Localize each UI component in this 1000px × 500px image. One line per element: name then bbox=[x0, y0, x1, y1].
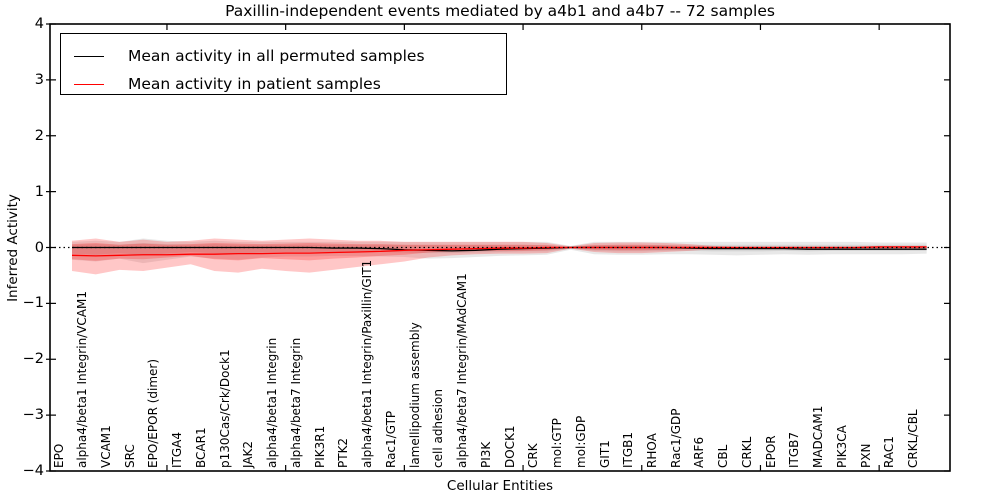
x-tick-label: CBL bbox=[716, 444, 731, 468]
x-tick-label: BCAR1 bbox=[193, 427, 208, 468]
x-tick-label: alpha4/beta1 Integrin/Paxillin/GIT1 bbox=[360, 259, 375, 468]
y-tick-label: 3 bbox=[34, 71, 44, 88]
legend-item-permuted: Mean activity in all permuted samples bbox=[61, 43, 506, 71]
x-tick-label: RAC1 bbox=[882, 436, 897, 468]
x-tick-label: Rac1/GDP bbox=[668, 408, 683, 468]
x-tick-label: ITGA4 bbox=[170, 431, 185, 468]
y-tick-label: 1 bbox=[34, 183, 44, 200]
x-tick-label: alpha4/beta1 Integrin bbox=[265, 337, 280, 468]
x-tick-label: Rac1/GTP bbox=[383, 410, 398, 468]
series-line-mean-activity-in-all-permuted-samples bbox=[72, 246, 927, 252]
x-tick-label: CRK bbox=[526, 443, 541, 468]
legend-item-patient: Mean activity in patient samples bbox=[61, 71, 506, 99]
chart-title: Paxillin-independent events mediated by … bbox=[225, 2, 775, 20]
x-tick-label: VCAM1 bbox=[98, 425, 113, 468]
legend-line-swatch-black bbox=[74, 56, 104, 57]
x-tick-label: lamellipodium assembly bbox=[407, 322, 422, 468]
y-tick-label: 2 bbox=[34, 127, 44, 144]
y-tick-label: −1 bbox=[22, 295, 44, 312]
x-tick-label: EPO bbox=[51, 443, 66, 468]
legend-label: Mean activity in patient samples bbox=[128, 75, 381, 93]
legend: Mean activity in all permuted samples Me… bbox=[60, 33, 507, 95]
x-tick-label: ITGB1 bbox=[621, 431, 636, 468]
x-tick-label: PXN bbox=[858, 443, 873, 468]
y-tick-label: −3 bbox=[22, 407, 44, 424]
x-tick-label: JAK2 bbox=[241, 440, 256, 468]
x-tick-label: mol:GDP bbox=[573, 415, 588, 468]
x-tick-label: CRKL bbox=[739, 436, 754, 468]
x-tick-label: alpha4/beta7 Integrin/MAdCAM1 bbox=[455, 273, 470, 468]
x-tick-label: mol:GTP bbox=[550, 418, 565, 468]
x-tick-label: ARF6 bbox=[692, 436, 707, 468]
x-tick-label: PTK2 bbox=[336, 437, 351, 468]
band-permuted-samples-range-outer bbox=[72, 238, 927, 264]
y-tick-label: 0 bbox=[34, 239, 44, 256]
x-tick-label: ITGB7 bbox=[787, 431, 802, 468]
y-tick-label: −4 bbox=[22, 463, 44, 479]
x-axis-label: Cellular Entities bbox=[446, 478, 554, 494]
y-tick-label: 4 bbox=[34, 16, 44, 32]
x-tick-label: PIK3CA bbox=[834, 425, 849, 468]
y-tick-label: −2 bbox=[22, 351, 44, 368]
x-tick-label: alpha4/beta7 Integrin bbox=[288, 337, 303, 468]
x-tick-label: CRKL/CBL bbox=[906, 409, 921, 468]
x-tick-label: GIT1 bbox=[597, 440, 612, 468]
x-tick-label: SRC bbox=[122, 444, 137, 468]
x-tick-label: EPOR bbox=[763, 435, 778, 468]
x-tick-label: alpha4/beta1 Integrin/VCAM1 bbox=[75, 291, 90, 468]
x-tick-label: PI3K bbox=[478, 441, 493, 468]
x-tick-label: DOCK1 bbox=[502, 425, 517, 468]
x-tick-label: MADCAM1 bbox=[811, 405, 826, 468]
x-tick-label: p130Cas/Crk/Dock1 bbox=[217, 349, 232, 468]
x-tick-label: RHOA bbox=[645, 433, 659, 468]
legend-line-swatch-red bbox=[74, 84, 104, 85]
x-tick-label: PIK3R1 bbox=[312, 425, 327, 468]
x-tick-label: EPO/EPOR (dimer) bbox=[146, 358, 161, 468]
legend-label: Mean activity in all permuted samples bbox=[128, 47, 425, 65]
x-tick-label: cell adhesion bbox=[431, 389, 446, 468]
